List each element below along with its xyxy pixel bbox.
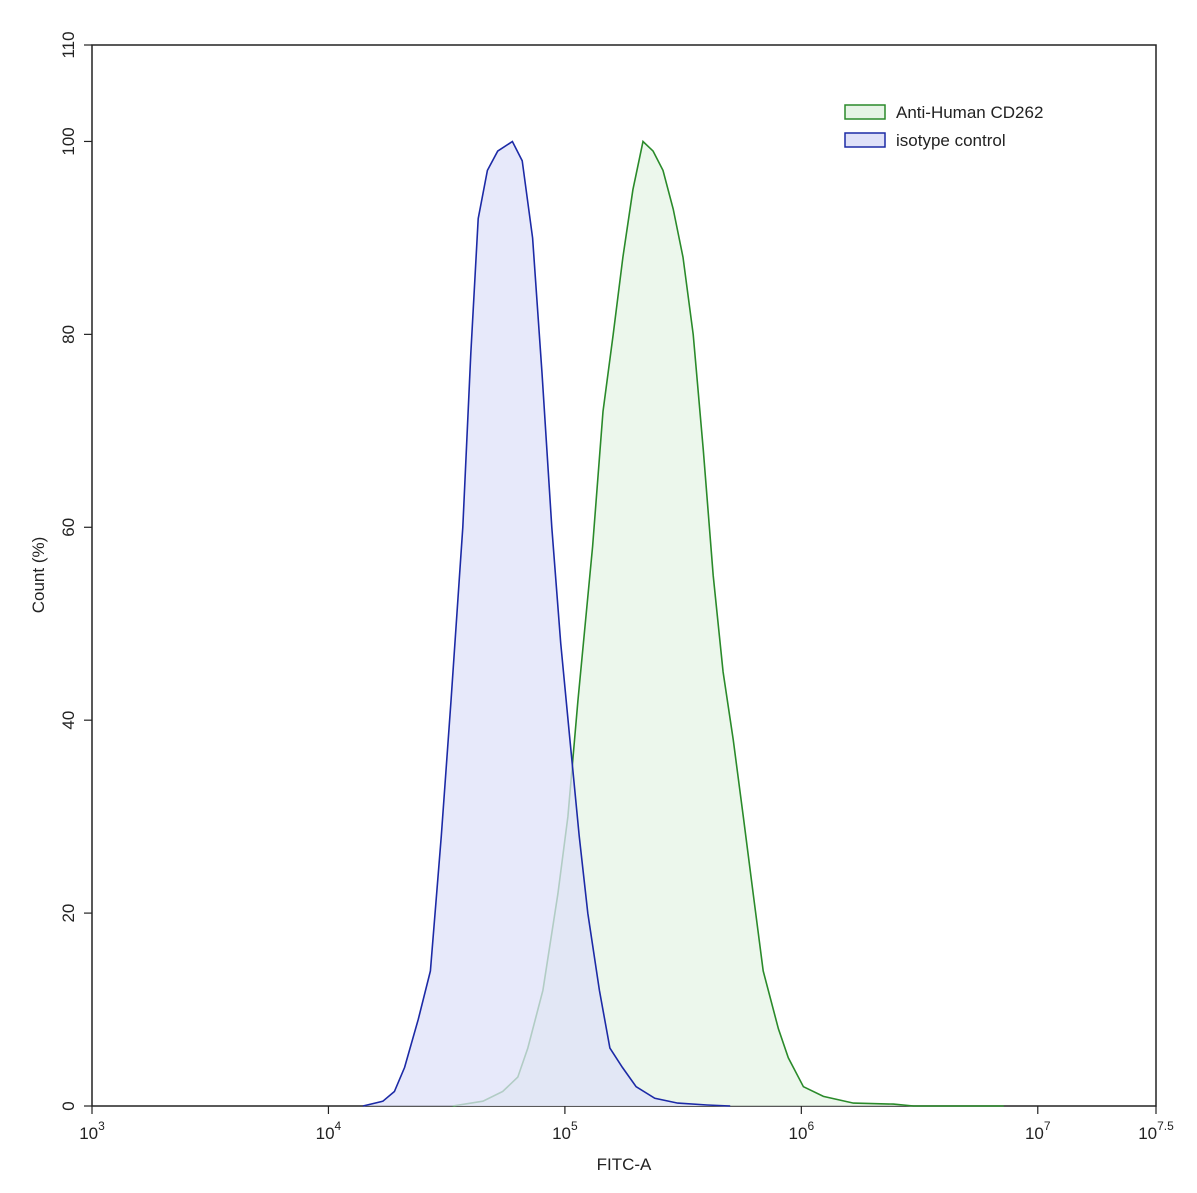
y-axis-label: Count (%) (29, 537, 48, 614)
x-tick-base: 10 (789, 1124, 808, 1143)
x-tick-base: 10 (1025, 1124, 1044, 1143)
legend-label: isotype control (896, 131, 1006, 150)
x-tick-base: 10 (552, 1124, 571, 1143)
x-tick-exponent: 5 (571, 1119, 578, 1133)
x-tick-base: 10 (316, 1124, 335, 1143)
x-tick-exponent: 3 (98, 1119, 105, 1133)
series-area (452, 141, 1004, 1106)
series-line (362, 140, 731, 1107)
y-tick-label: 20 (59, 904, 78, 923)
y-tick-label: 0 (59, 1101, 78, 1110)
x-tick-exponent: 7 (1044, 1119, 1051, 1133)
legend-label: Anti-Human CD262 (896, 103, 1043, 122)
x-tick-base: 10 (1138, 1124, 1157, 1143)
x-tick-label: 106 (789, 1119, 815, 1143)
x-tick-exponent: 6 (807, 1119, 814, 1133)
x-tick-exponent: 4 (335, 1119, 342, 1133)
series-area (363, 141, 731, 1106)
x-tick-label: 107 (1025, 1119, 1051, 1143)
legend-swatch (844, 104, 886, 120)
x-tick-label: 104 (316, 1119, 342, 1143)
y-tick-label: 110 (59, 31, 78, 58)
x-tick-label: 103 (79, 1119, 105, 1143)
x-axis-label: FITC-A (597, 1155, 652, 1174)
y-tick-label: 60 (59, 518, 78, 537)
y-tick-label: 80 (59, 325, 78, 344)
y-tick-label: 40 (59, 711, 78, 730)
x-tick-label: 105 (552, 1119, 578, 1143)
x-tick-base: 10 (79, 1124, 98, 1143)
x-tick-exponent: 7.5 (1157, 1119, 1174, 1133)
x-tick-label: 107.5 (1138, 1119, 1174, 1143)
legend-swatch (844, 132, 886, 148)
y-tick-label: 100 (59, 127, 78, 155)
